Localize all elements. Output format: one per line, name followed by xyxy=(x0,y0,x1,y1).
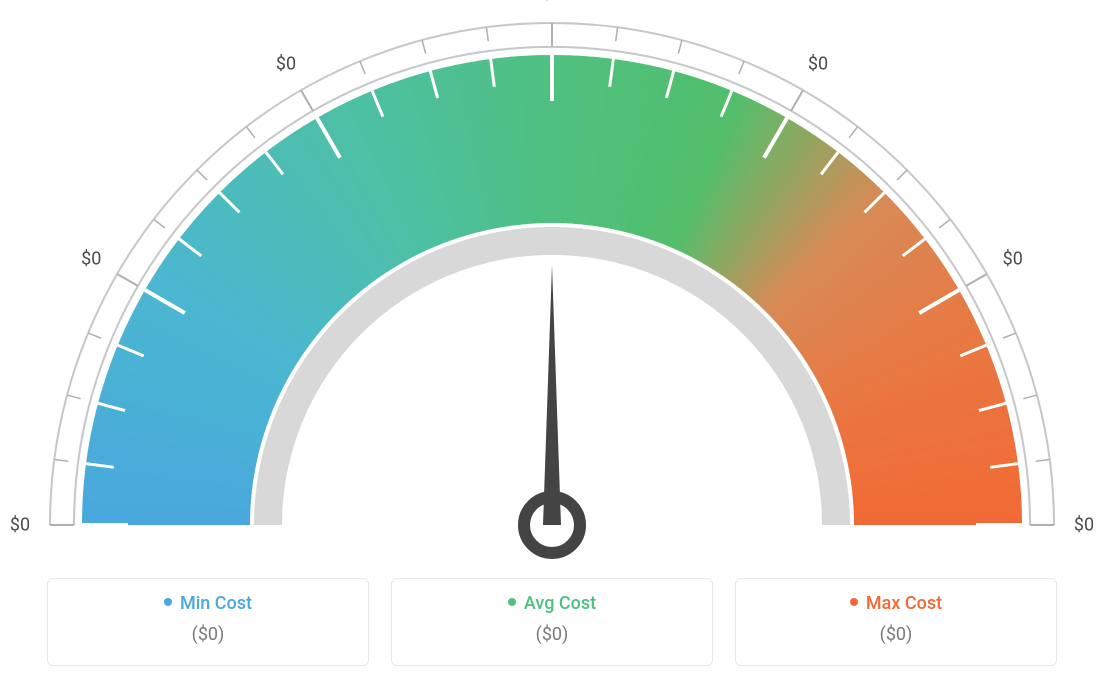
gauge-tick-label: $0 xyxy=(542,0,562,4)
legend-card-min: Min Cost ($0) xyxy=(47,578,369,666)
gauge-area: $0 $0 $0 $0 $0 $0 $0 xyxy=(0,0,1104,570)
legend-card-max: Max Cost ($0) xyxy=(735,578,1057,666)
gauge-tick-label: $0 xyxy=(10,515,30,536)
legend-value-avg: ($0) xyxy=(392,624,712,645)
legend-value-min: ($0) xyxy=(48,624,368,645)
legend-label-avg-text: Avg Cost xyxy=(524,593,596,614)
legend-label-min: Min Cost xyxy=(48,593,368,614)
legend-dot-min xyxy=(164,598,172,606)
legend-label-max-text: Max Cost xyxy=(866,593,942,614)
gauge-tick-label: $0 xyxy=(1074,515,1094,536)
chart-container: $0 $0 $0 $0 $0 $0 $0 Min Cost ($0) Avg Cost ($… xyxy=(0,0,1104,690)
legend-dot-max xyxy=(850,598,858,606)
gauge-tick-label: $0 xyxy=(808,54,828,75)
gauge-tick-label: $0 xyxy=(1003,249,1023,270)
legend-label-min-text: Min Cost xyxy=(180,593,252,614)
gauge-tick-label: $0 xyxy=(81,249,101,270)
legend-label-max: Max Cost xyxy=(736,593,1056,614)
legend-dot-avg xyxy=(508,598,516,606)
legend-label-avg: Avg Cost xyxy=(392,593,712,614)
gauge-svg xyxy=(0,0,1104,570)
legend-row: Min Cost ($0) Avg Cost ($0) Max Cost ($0… xyxy=(0,578,1104,666)
legend-value-max: ($0) xyxy=(736,624,1056,645)
legend-card-avg: Avg Cost ($0) xyxy=(391,578,713,666)
gauge-tick-label: $0 xyxy=(276,54,296,75)
